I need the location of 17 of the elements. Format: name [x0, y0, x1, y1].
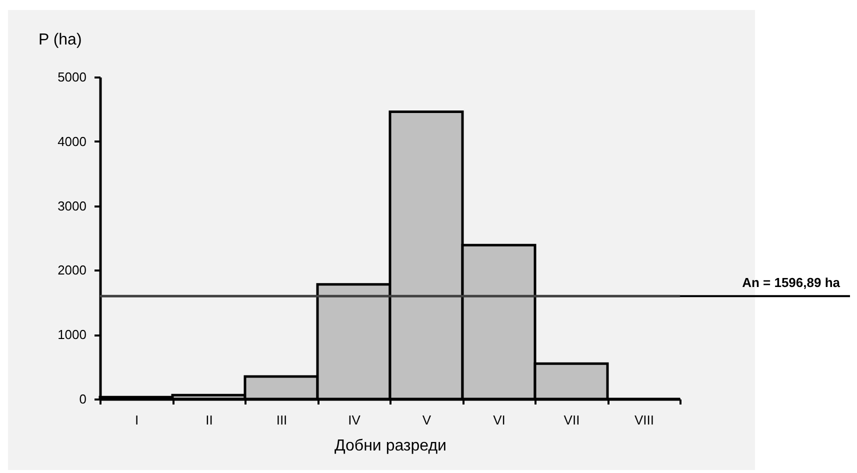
- ref-line-label: An = 1596,89 ha: [742, 275, 841, 290]
- x-tick-label: V: [422, 412, 432, 428]
- y-tick-label: 4000: [58, 134, 86, 149]
- y-axis-title: P (ha): [38, 32, 82, 48]
- x-tick-label: III: [276, 412, 288, 428]
- y-tick-label: 5000: [58, 70, 86, 84]
- x-tick-label: IV: [348, 412, 361, 428]
- y-tick-label: 2000: [58, 262, 86, 278]
- y-tick-label: 3000: [58, 198, 86, 214]
- y-tick-label: 1000: [58, 327, 86, 342]
- x-tick-label: VIII: [634, 412, 654, 428]
- x-tick-label: II: [206, 412, 213, 428]
- x-axis-title: Добни разреди: [334, 438, 446, 454]
- x-tick-label: I: [134, 412, 139, 428]
- y-tick-label: 0: [79, 392, 86, 406]
- x-tick-label: VII: [564, 412, 580, 428]
- x-tick-label: VI: [493, 412, 506, 428]
